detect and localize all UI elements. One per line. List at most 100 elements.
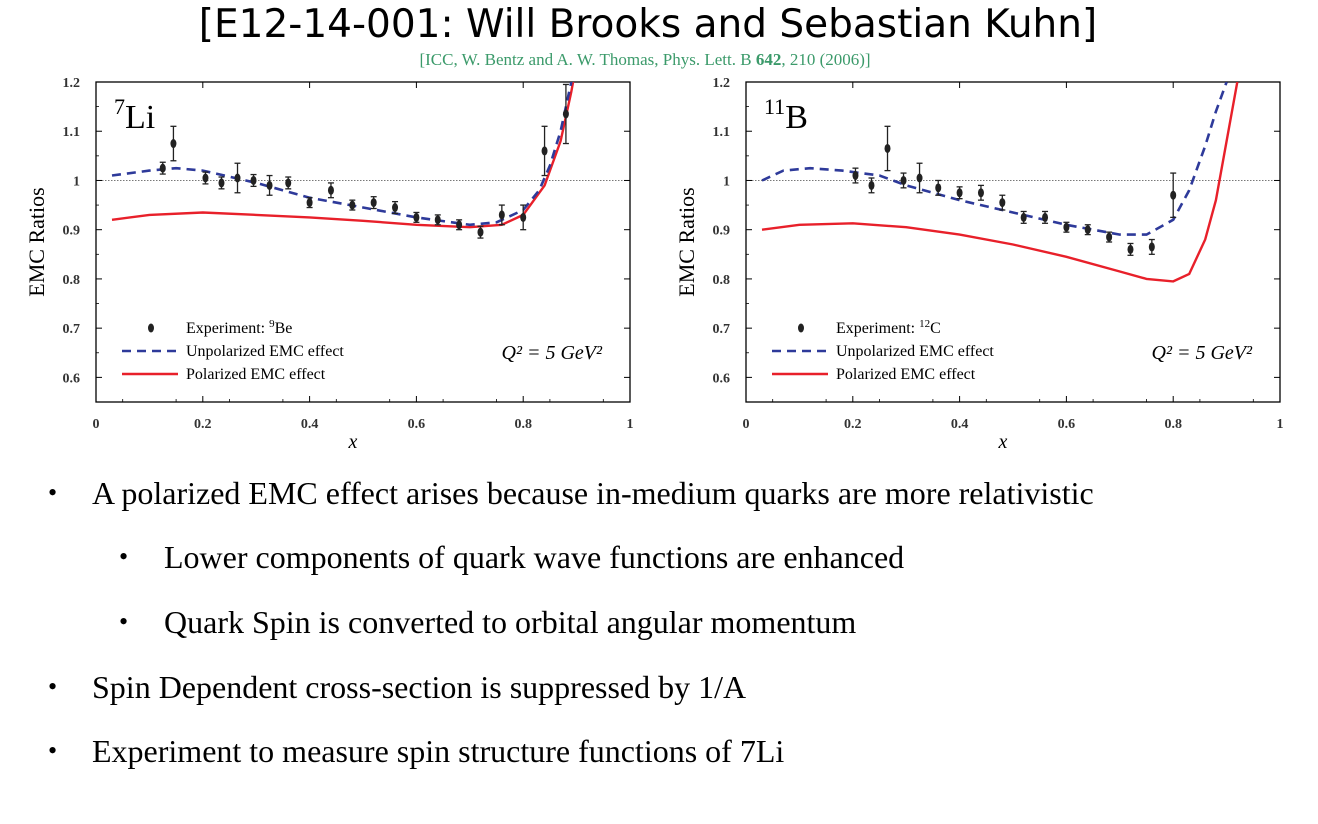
polarized-curve bbox=[111, 82, 575, 229]
y-tick-label: 0.8 bbox=[63, 273, 81, 288]
experiment-point bbox=[477, 227, 484, 237]
experiment-point bbox=[159, 163, 166, 173]
citation-suffix: , 210 (2006)] bbox=[781, 50, 871, 69]
experiment-point bbox=[218, 178, 225, 188]
x-tick-label: 0 bbox=[93, 417, 100, 432]
experiment-point bbox=[327, 185, 334, 195]
experiment-point bbox=[562, 109, 569, 119]
legend-experiment-mass: 12 bbox=[919, 318, 930, 330]
experiment-point bbox=[170, 139, 177, 149]
experiment-point bbox=[434, 215, 441, 225]
nucleus-mass: 7 bbox=[114, 94, 125, 119]
y-tick-label: 1.1 bbox=[713, 125, 731, 140]
plot-area bbox=[111, 82, 575, 239]
x-tick-label: 0 bbox=[743, 417, 750, 432]
plot-area bbox=[761, 82, 1239, 283]
legend-experiment-prefix: Experiment: bbox=[186, 320, 269, 337]
plot-frame bbox=[745, 81, 1281, 403]
experiment-point bbox=[1042, 212, 1049, 222]
y-tick-label: 0.9 bbox=[63, 224, 81, 239]
bullet-marker: • bbox=[119, 542, 129, 571]
x-tick-label: 0.4 bbox=[951, 417, 969, 432]
x-tick-label: 0.8 bbox=[1164, 417, 1182, 432]
experiment-point bbox=[413, 212, 420, 222]
nucleus-label: 7Li bbox=[114, 94, 155, 136]
experiment-point bbox=[900, 175, 907, 185]
citation-prefix: [ICC, W. Bentz and A. W. Thomas, Phys. L… bbox=[419, 50, 756, 69]
experiment-point bbox=[498, 210, 505, 220]
experiment-point bbox=[306, 198, 313, 208]
experiment-point bbox=[1127, 244, 1134, 254]
bullet-text: Quark Spin is converted to orbital angul… bbox=[164, 604, 857, 640]
legend-experiment-prefix: Experiment: bbox=[836, 320, 919, 337]
x-tick-label: 0.6 bbox=[408, 417, 426, 432]
experiment-point bbox=[456, 220, 463, 230]
q2-label: Q² = 5 GeV² bbox=[502, 342, 603, 364]
bullet-text: Spin Dependent cross-section is suppress… bbox=[92, 669, 747, 705]
legend-unpolarized-label: Unpolarized EMC effect bbox=[836, 343, 994, 360]
legend-experiment-marker bbox=[148, 323, 154, 333]
x-tick-label: 0.4 bbox=[301, 417, 319, 432]
slide-title: [E12-14-001: Will Brooks and Sebastian K… bbox=[198, 2, 1098, 47]
legend-experiment-label: Experiment: 9Be bbox=[186, 318, 292, 337]
experiment-point bbox=[202, 173, 209, 183]
y-tick-label: 1 bbox=[723, 174, 730, 189]
experiment-point bbox=[541, 146, 548, 156]
experiment-point bbox=[1084, 225, 1091, 235]
emc-chart-b11: 0 0.2 0.4 0.6 0.8 1 0.6 0.7 0.8 0.9 1 1.1 1.2 x EMC Ra… bbox=[674, 76, 1284, 453]
experiment-point bbox=[1063, 222, 1070, 232]
y-tick-label: 0.6 bbox=[63, 371, 81, 386]
legend-experiment-mass: 9 bbox=[269, 318, 275, 330]
y-tick-label: 1.1 bbox=[63, 125, 81, 140]
y-tick-label: 0.9 bbox=[713, 224, 731, 239]
unpolarized-curve bbox=[111, 82, 573, 227]
y-tick-label: 0.8 bbox=[713, 273, 731, 288]
x-tick-label: 0.2 bbox=[194, 417, 212, 432]
legend-experiment-marker bbox=[798, 323, 804, 333]
nucleus-symbol: Li bbox=[125, 99, 155, 136]
experiment-point bbox=[266, 180, 273, 190]
experiment-point bbox=[1106, 232, 1113, 242]
y-tick-label: 0.6 bbox=[713, 371, 731, 386]
nucleus-symbol: B bbox=[785, 99, 808, 136]
bullet-marker: • bbox=[119, 607, 129, 636]
x-axis-label: x bbox=[348, 431, 358, 453]
x-tick-label: 0.6 bbox=[1058, 417, 1076, 432]
legend-polarized-label: Polarized EMC effect bbox=[186, 366, 326, 383]
x-tick-label: 0.2 bbox=[844, 417, 862, 432]
y-tick-label: 1.2 bbox=[63, 76, 81, 91]
citation: [ICC, W. Bentz and A. W. Thomas, Phys. L… bbox=[0, 50, 1290, 70]
x-axis-label: x bbox=[998, 431, 1008, 453]
plot-frame bbox=[95, 81, 631, 403]
experiment-point bbox=[1170, 190, 1177, 200]
experiment-point bbox=[916, 173, 923, 183]
citation-volume: 642 bbox=[755, 50, 782, 69]
bullet-text: Experiment to measure spin structure fun… bbox=[92, 733, 785, 769]
y-tick-label: 1 bbox=[73, 174, 80, 189]
bullet-text: Lower components of quark wave functions… bbox=[164, 539, 905, 575]
experiment-point bbox=[250, 175, 257, 185]
x-tick-label: 1 bbox=[627, 417, 634, 432]
experiment-point bbox=[285, 178, 292, 188]
y-tick-label: 0.7 bbox=[713, 322, 731, 337]
experiment-point bbox=[370, 198, 377, 208]
x-tick-label: 0.8 bbox=[514, 417, 532, 432]
unpolarized-curve bbox=[761, 82, 1228, 236]
experiment-point bbox=[1020, 212, 1027, 222]
nucleus-mass: 11 bbox=[764, 94, 785, 119]
experiment-point bbox=[1148, 242, 1155, 252]
experiment-point bbox=[520, 212, 527, 222]
experiment-point bbox=[349, 200, 356, 210]
experiment-point bbox=[977, 188, 984, 198]
experiment-point bbox=[852, 171, 859, 181]
legend-experiment-symbol: Be bbox=[275, 320, 293, 337]
experiment-point bbox=[884, 143, 891, 153]
y-tick-label: 1.2 bbox=[713, 76, 731, 91]
bullet-marker: • bbox=[48, 478, 58, 507]
emc-chart-li7: 0 0.2 0.4 0.6 0.8 1 0.6 0.7 0.8 0.9 1 1.1 1.2 x EMC Ra… bbox=[24, 76, 634, 453]
experiment-point bbox=[956, 188, 963, 198]
experiment-point bbox=[935, 183, 942, 193]
y-axis-label: EMC Ratios bbox=[674, 187, 699, 296]
y-tick-label: 0.7 bbox=[63, 322, 81, 337]
legend-experiment-symbol: C bbox=[930, 320, 941, 337]
